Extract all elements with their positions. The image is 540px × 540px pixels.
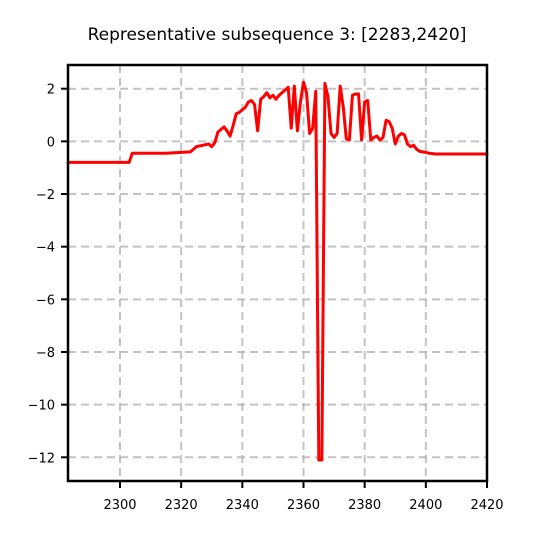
axes: 2300 2320 2340 2360 2380 2400 2420 2 0 −2 −4 −6 −8 −1…	[28, 83, 504, 513]
y-tick-label: −6	[36, 293, 55, 308]
x-tick-label: 2320	[165, 498, 198, 513]
y-tick-label: 0	[47, 135, 55, 150]
grid-lines	[68, 65, 488, 481]
plot-series	[66, 80, 489, 462]
chart-title: Representative subsequence 3: [2283,2420…	[88, 25, 467, 45]
x-tick-label: 2420	[470, 498, 503, 513]
plot-frame	[66, 63, 489, 483]
y-tick-label: −2	[36, 188, 55, 203]
x-tick-label: 2340	[226, 498, 259, 513]
x-tick-label: 2300	[103, 498, 136, 513]
y-tick-label: −10	[28, 399, 55, 414]
y-tick-label: 2	[47, 83, 55, 98]
series-line	[66, 80, 489, 462]
y-tick-label: −4	[36, 241, 55, 256]
x-tick-label: 2380	[348, 498, 381, 513]
y-tick-label: −8	[36, 346, 55, 361]
x-tick-label: 2400	[409, 498, 442, 513]
x-tick-label: 2360	[287, 498, 320, 513]
y-tick-label: −12	[28, 451, 55, 466]
